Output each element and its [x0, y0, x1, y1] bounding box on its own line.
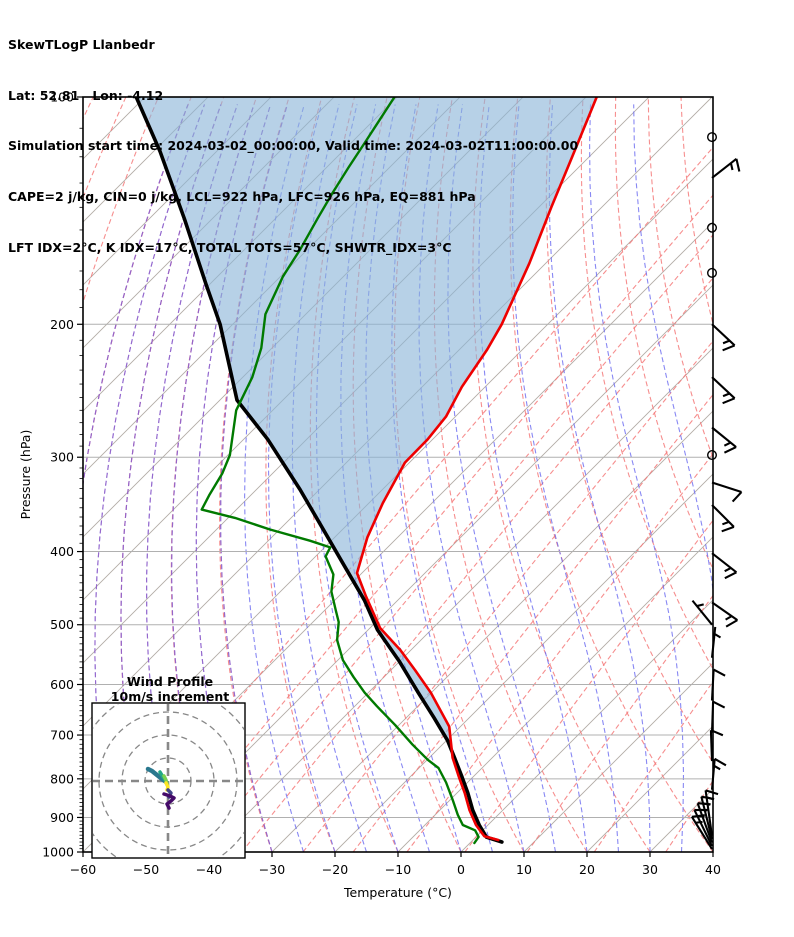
wind-barb-column — [690, 132, 743, 850]
mixing-ratio-line — [593, 680, 713, 852]
mixing-ratio-line — [198, 234, 713, 852]
y-axis-title: Pressure (hPa) — [18, 430, 33, 520]
cape-shaded-region — [136, 97, 597, 743]
wind-barb-icon — [690, 814, 713, 850]
station-coordinates: Lat: 52.81 Lon: -4.12 — [8, 87, 164, 103]
dewpoint-curve — [200, 97, 480, 845]
hodograph-wind-trace — [162, 792, 176, 810]
x-tick-label: −20 — [322, 862, 348, 877]
wind-barb-icon — [711, 323, 736, 352]
profile-curves — [134, 97, 599, 845]
wind-barb-icon — [711, 376, 736, 405]
isotherm-line — [208, 347, 713, 852]
y-tick-label: 300 — [50, 450, 74, 465]
hodograph-title: Wind Profile — [127, 674, 213, 689]
ice-adiabat-line — [171, 104, 255, 852]
wind-barb-icon — [709, 729, 724, 762]
y-tick-label: 100 — [50, 90, 74, 105]
figure-header: SkewTLogP Llanbedr Lat: 52.81 Lon: -4.12… — [8, 3, 578, 290]
ice-adiabat-line — [83, 104, 189, 852]
mixing-ratio-line — [464, 519, 713, 852]
moist-adiabat-line — [548, 104, 651, 852]
y-tick-label: 700 — [50, 728, 74, 743]
isotherm-line — [460, 599, 713, 852]
y-tick-label: 500 — [50, 617, 74, 632]
wind-barb-icon — [710, 700, 726, 733]
ice-adiabat-line — [195, 104, 272, 852]
wind-barb-icon — [691, 599, 713, 626]
wind-barb-icon — [711, 552, 738, 580]
x-tick-label: 30 — [642, 862, 658, 877]
stability-indices-2: LFT IDX=2°C, K IDX=17°C, TOTAL TOTS=57°C… — [8, 239, 452, 255]
stability-indices-1: CAPE=2 j/kg, CIN=0 j/kg, LCL=922 hPa, LF… — [8, 188, 476, 204]
dry-adiabat-line — [647, 97, 713, 460]
mixing-ratio-line — [241, 277, 713, 852]
x-tick-label: 0 — [457, 862, 465, 877]
wind-barb-icon — [710, 757, 727, 790]
y-tick-label: 200 — [50, 317, 74, 332]
x-tick-label: 40 — [705, 862, 721, 877]
calm-wind-icon — [707, 132, 718, 143]
mixing-ratio-line — [406, 453, 713, 852]
calm-wind-icon — [707, 450, 718, 461]
isotherm-line — [397, 536, 713, 852]
x-tick-label: −30 — [259, 862, 285, 877]
calm-wind-icon — [707, 267, 718, 278]
simulation-times: Simulation start time: 2024-03-02_00:00:… — [8, 138, 579, 154]
x-tick-label: 10 — [516, 862, 532, 877]
y-tick-label: 900 — [50, 810, 74, 825]
isotherm-line — [271, 410, 713, 852]
isotherm-line — [145, 284, 713, 852]
y-tick-label: 1000 — [42, 845, 74, 860]
dry-adiabat-line — [545, 97, 713, 764]
dry-adiabat-line — [580, 97, 713, 671]
moist-adiabat-line — [244, 104, 305, 852]
hodograph-border — [91, 702, 246, 859]
isotherm-line — [712, 851, 713, 852]
moist-adiabat-line — [633, 104, 713, 852]
wind-barb-icon — [710, 626, 722, 658]
y-tick-label: 400 — [50, 544, 74, 559]
wind-barb-icon — [711, 481, 743, 503]
ice-adiabat-line — [146, 104, 238, 852]
y-tick-label: 600 — [50, 677, 74, 692]
dry-adiabat-line — [83, 97, 160, 305]
x-tick-label: −50 — [133, 862, 159, 877]
x-axis-title: Temperature (°C) — [343, 885, 452, 900]
dry-adiabat-line — [265, 97, 336, 852]
moist-adiabat-line — [589, 104, 685, 852]
wind-barb-icon — [710, 668, 726, 701]
wind-barb-icon — [711, 601, 738, 628]
wind-barb-icon — [711, 504, 735, 533]
temperature-curve — [355, 97, 599, 842]
isotherm-line — [649, 788, 713, 852]
y-tick-label: 800 — [50, 771, 74, 786]
hodograph-subtitle: 10m/s increment — [111, 689, 229, 704]
x-tick-label: 20 — [579, 862, 595, 877]
isotherm-line — [83, 97, 272, 286]
x-tick-label: −60 — [70, 862, 96, 877]
dry-adiabat-line — [614, 97, 713, 571]
wind-barb-icon — [711, 426, 737, 454]
isotherm-line — [523, 662, 713, 852]
wind-barb-icon — [711, 158, 741, 179]
parcel-curve — [134, 97, 504, 844]
mixing-ratio-line — [158, 194, 713, 852]
mixing-ratio-line — [302, 340, 713, 852]
x-tick-label: −40 — [196, 862, 222, 877]
figure-title: SkewTLogP Llanbedr — [8, 36, 155, 52]
calm-wind-icon — [707, 222, 718, 233]
x-tick-label: −10 — [385, 862, 411, 877]
mixing-ratio-line — [526, 594, 713, 852]
mixing-ratio-line — [665, 779, 713, 852]
dry-adiabat-line — [714, 97, 794, 852]
